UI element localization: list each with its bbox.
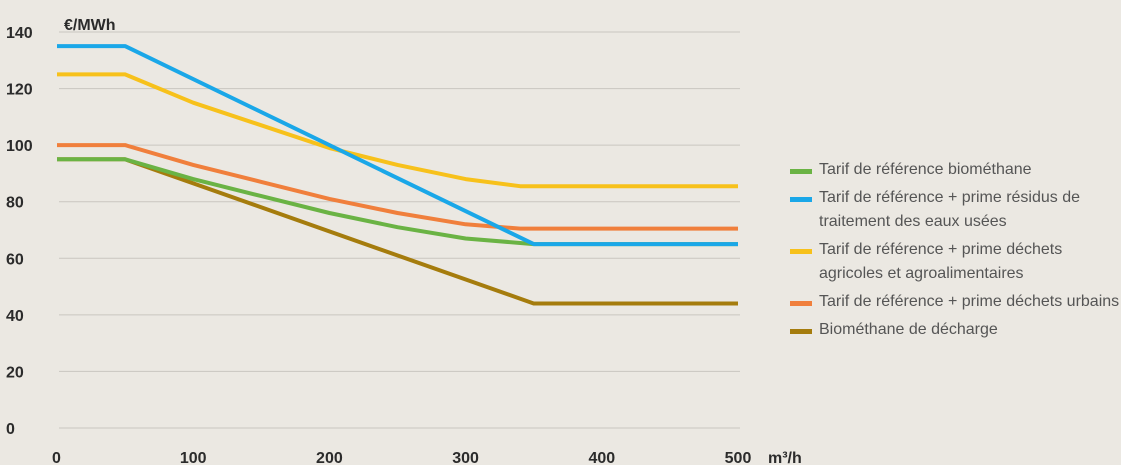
legend-label: Tarif de référence biométhane <box>819 158 1120 182</box>
y-tick-label: 40 <box>6 308 24 325</box>
x-tick-label: 500 <box>725 450 752 465</box>
legend-item: Tarif de référence biométhane <box>790 158 1120 182</box>
x-tick-label: 0 <box>52 450 61 465</box>
legend-label: Biométhane de décharge <box>819 318 1120 342</box>
y-tick-label: 100 <box>6 138 33 155</box>
y-tick-label: 20 <box>6 364 24 381</box>
x-tick-label: 400 <box>588 450 615 465</box>
y-axis-label: €/MWh <box>64 17 116 34</box>
legend-swatch <box>790 249 812 254</box>
legend-item: Tarif de référence + prime déchets agric… <box>790 238 1120 286</box>
series-lines <box>57 46 738 303</box>
legend: Tarif de référence biométhane Tarif de ré… <box>790 158 1120 346</box>
legend-swatch <box>790 301 812 306</box>
series-line-4 <box>57 159 738 303</box>
legend-item: Tarif de référence + prime résidus de tr… <box>790 186 1120 234</box>
legend-label: Tarif de référence + prime déchets agric… <box>819 238 1120 286</box>
y-tick-label: 0 <box>6 421 15 438</box>
x-tick-label: 100 <box>180 450 207 465</box>
x-tick-label: 200 <box>316 450 343 465</box>
y-tick-label: 140 <box>6 25 33 42</box>
legend-label: Tarif de référence + prime résidus de tr… <box>819 186 1120 234</box>
legend-label: Tarif de référence + prime déchets urbai… <box>819 290 1120 314</box>
y-tick-label: 60 <box>6 251 24 268</box>
y-axis-ticks: 0 20 40 60 80 100 120 140 <box>6 25 33 438</box>
legend-item: Biométhane de décharge <box>790 318 1120 342</box>
x-tick-label: 300 <box>452 450 479 465</box>
y-tick-label: 80 <box>6 195 24 212</box>
legend-swatch <box>790 329 812 334</box>
legend-swatch <box>790 169 812 174</box>
legend-item: Tarif de référence + prime déchets urbai… <box>790 290 1120 314</box>
x-axis-label: m³/h <box>768 450 802 465</box>
legend-swatch <box>790 197 812 202</box>
y-tick-label: 120 <box>6 82 33 99</box>
x-axis-ticks: 0 100 200 300 400 500 <box>52 450 751 465</box>
